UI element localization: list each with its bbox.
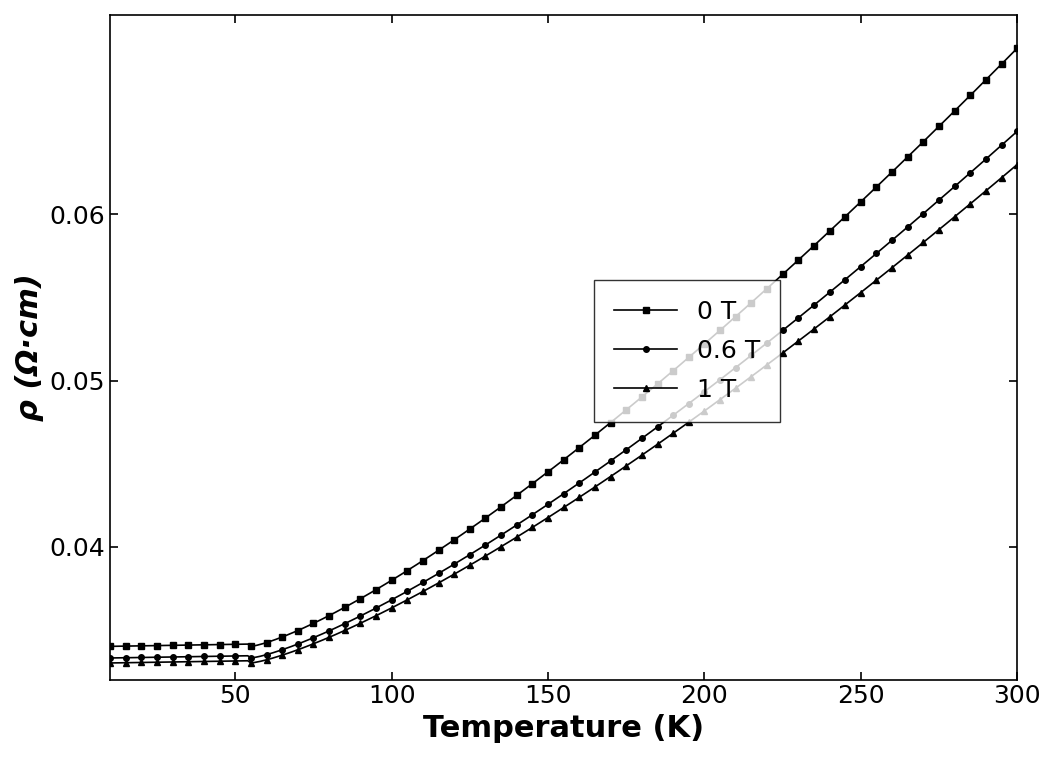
1 T (910, 243, 923, 252)
1 T (251, 657, 264, 666)
Line: 1 T: 1 T (108, 161, 1020, 666)
0 T (251, 641, 264, 650)
Y-axis label: ρ (Ω·cm): ρ (Ω·cm) (15, 274, 44, 421)
0 T (864, 188, 876, 197)
0 T (103, 642, 116, 651)
1 T (864, 280, 876, 290)
0.6 T (103, 653, 116, 662)
0.6 T (876, 243, 889, 252)
1 T (1011, 160, 1023, 169)
1 T (876, 271, 889, 280)
0 T (876, 177, 889, 186)
Line: 0.6 T: 0.6 T (108, 129, 1020, 661)
0.6 T (1011, 127, 1023, 136)
0.6 T (730, 363, 742, 372)
1 T (980, 186, 993, 196)
0.6 T (251, 653, 264, 662)
0.6 T (910, 215, 923, 224)
0 T (910, 143, 923, 152)
Legend: 0 T, 0.6 T, 1 T: 0 T, 0.6 T, 1 T (595, 280, 780, 422)
0 T (980, 75, 993, 84)
0.6 T (980, 155, 993, 164)
Line: 0 T: 0 T (108, 45, 1020, 649)
0.6 T (864, 254, 876, 263)
X-axis label: Temperature (K): Temperature (K) (423, 714, 704, 743)
0 T (730, 312, 742, 321)
1 T (730, 384, 742, 393)
0 T (1011, 44, 1023, 53)
1 T (103, 659, 116, 668)
